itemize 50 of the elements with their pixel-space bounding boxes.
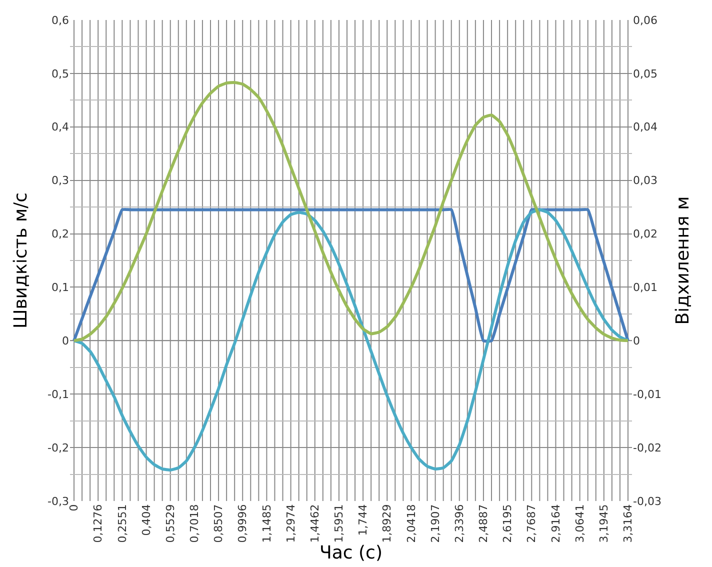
- x-tick-label: 0,404: [140, 504, 153, 536]
- x-tick-label: 1,744: [356, 504, 370, 536]
- x-tick-label: 0,9996: [236, 504, 250, 543]
- x-tick-label: 0,7018: [188, 504, 202, 543]
- line-series: [72, 81, 630, 342]
- x-tick-label: 1,4462: [308, 504, 322, 543]
- y2-tick-label: 0: [633, 334, 640, 348]
- x-tick-label: 2,3396: [452, 504, 466, 543]
- y-tick-label: -0,1: [48, 388, 69, 401]
- x-tick-label: 1,5951: [332, 504, 346, 543]
- line-series: [72, 208, 630, 343]
- x-tick-label: 0: [68, 504, 81, 512]
- y2-tick-label: 0,03: [633, 174, 658, 188]
- x-tick-label: 2,0418: [404, 504, 418, 543]
- y2-tick-label: 0,05: [633, 67, 658, 80]
- x-tick-label: 0,8507: [212, 504, 226, 543]
- y-tick-label: 0,1: [52, 281, 69, 294]
- y2-tick-label: 0,01: [633, 281, 658, 294]
- y2-tick-label: -0,02: [633, 441, 662, 454]
- y2-tick-label: 0,06: [633, 14, 658, 27]
- x-tick-label: 0,1276: [92, 504, 105, 543]
- y-axis-title: Швидкість м/с: [10, 192, 32, 329]
- y-tick-label: 0,4: [52, 120, 69, 134]
- y2-tick-label: 0,02: [633, 228, 658, 241]
- x-tick-label: 2,1907: [428, 504, 442, 543]
- x-tick-label: 1,2974: [284, 504, 298, 543]
- x-tick-label: 2,7687: [525, 504, 538, 543]
- y-tick-label: -0,3: [48, 494, 69, 508]
- x-tick-label: 2,4887: [477, 504, 490, 543]
- y2-tick-label: 0,04: [633, 120, 658, 134]
- x-tick-label: 2,9164: [549, 504, 562, 543]
- x-tick-label: 0,2551: [116, 504, 129, 543]
- x-axis-title: Час (с): [320, 542, 382, 564]
- x-tick-label: 3,3164: [622, 504, 635, 543]
- x-tick-label: 1,1485: [260, 504, 274, 543]
- x-tick-label: 3,1945: [597, 504, 610, 543]
- y-tick-label: -0,2: [48, 441, 69, 454]
- x-tick-label: 3,0641: [573, 504, 586, 543]
- x-tick-label: 0,5529: [164, 504, 177, 543]
- x-tick-label: 1,8929: [380, 504, 394, 543]
- y-tick-label: 0,3: [52, 174, 69, 188]
- y-tick-label: 0: [62, 334, 69, 348]
- y-tick-label: 0,6: [52, 14, 69, 27]
- y2-tick-label: -0,03: [633, 494, 662, 508]
- line-series: [72, 208, 630, 472]
- y-tick-label: 0,2: [52, 228, 69, 241]
- y2-tick-label: -0,01: [633, 388, 662, 401]
- y-tick-label: 0,5: [52, 67, 69, 80]
- y2-axis-title: Відхилення м: [672, 196, 694, 325]
- x-tick-label: 2,6195: [501, 504, 514, 543]
